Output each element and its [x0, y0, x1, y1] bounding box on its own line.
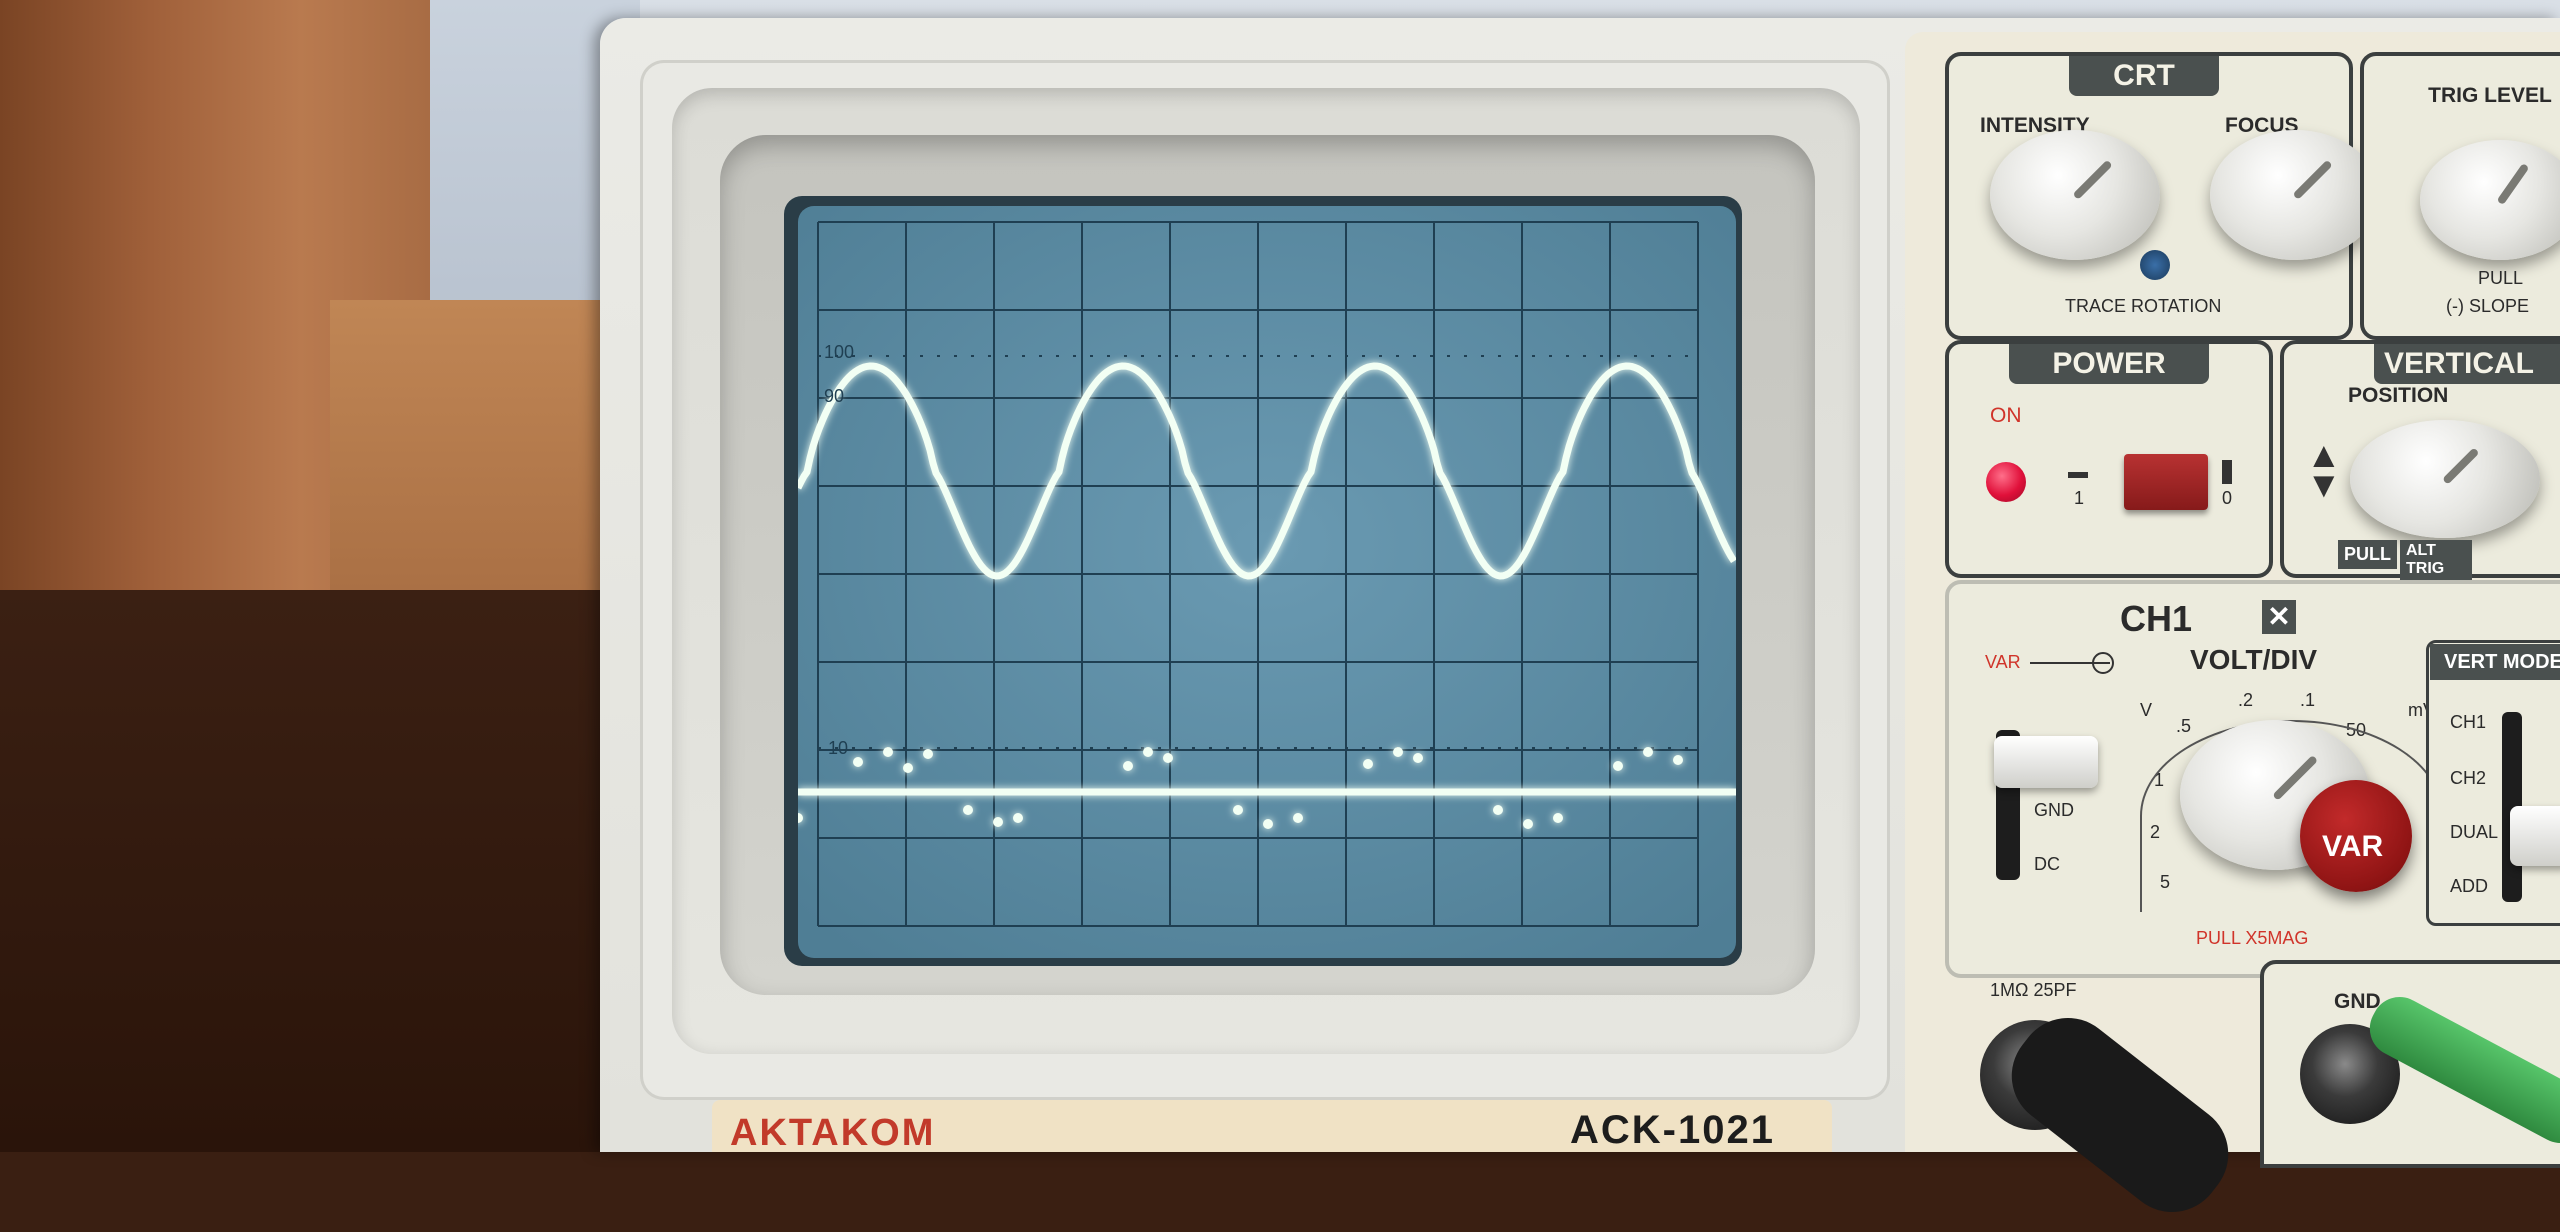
trace-dot	[903, 763, 913, 773]
model-name: ACK-1021	[1570, 1108, 1775, 1152]
brand-strip	[712, 1100, 1832, 1152]
power-symbol-1: 1	[2074, 488, 2085, 508]
intensity-knob[interactable]	[1990, 130, 2160, 260]
trace-dot	[1143, 747, 1153, 757]
brand-logo: AKTAKOM	[730, 1112, 936, 1154]
volt-div-label: VOLT/DIV	[2190, 644, 2318, 675]
trig-slope-label: (-) SLOPE	[2446, 296, 2530, 316]
coupling-gnd-label: GND	[2034, 800, 2074, 820]
power-section: POWER	[1945, 340, 2273, 578]
vert-mode-ch2: CH2	[2450, 768, 2487, 788]
power-button[interactable]	[2124, 454, 2208, 510]
trace-dot	[963, 805, 973, 815]
graticule-label-90: 90	[824, 386, 844, 406]
alt-trig-label: ALT TRIG	[2400, 540, 2472, 580]
power-title: POWER	[2009, 344, 2209, 384]
trace-dot	[1643, 747, 1653, 757]
graticule-label-10: 10	[828, 738, 848, 758]
trace-dot	[1553, 813, 1563, 823]
trace-dot	[923, 749, 933, 759]
screen-background	[798, 206, 1736, 958]
trace-dot	[1493, 805, 1503, 815]
scale-label-2: .1	[2300, 690, 2316, 710]
vert-mode-section	[2426, 640, 2560, 926]
trace-dot	[1263, 819, 1273, 829]
focus-knob[interactable]	[2210, 130, 2380, 260]
vertical-pull-label: PULL	[2338, 540, 2397, 569]
coupling-dc-label: DC	[2034, 854, 2060, 874]
position-arrows-icon: ▲ ▼	[2306, 434, 2342, 505]
vertical-title: VERTICAL	[2374, 344, 2560, 384]
scale-label-0: .5	[2176, 716, 2192, 736]
trace-dot	[1673, 755, 1683, 765]
trace-dot	[853, 757, 863, 767]
trace-rotation-label: TRACE ROTATION	[2065, 296, 2222, 316]
position-label: POSITION	[2348, 384, 2449, 407]
var-circle-icon	[2092, 652, 2114, 674]
var-knob-label: VAR	[2322, 830, 2384, 863]
trace-dot	[1393, 747, 1403, 757]
vert-mode-ch1: CH1	[2450, 712, 2487, 732]
pull-x5mag-label: PULL X5MAG	[2196, 928, 2309, 948]
var-indicator-label: VAR	[1985, 652, 2021, 672]
trace-dot	[1013, 813, 1023, 823]
ch1-position-knob[interactable]	[2350, 420, 2540, 538]
trace-dot	[1163, 753, 1173, 763]
trig-level-label: TRIG LEVEL	[2428, 84, 2552, 107]
trace-dot	[993, 817, 1003, 827]
upper-waveform-trace	[798, 362, 1736, 580]
gnd-terminal-label: GND	[2334, 990, 2381, 1013]
oscilloscope-screen: 100 90 10	[798, 206, 1736, 958]
wooden-panel	[330, 300, 630, 620]
trace-rotation-screw-icon[interactable]	[2140, 250, 2170, 280]
dark-table	[0, 590, 640, 1152]
var-line	[2030, 662, 2110, 664]
ch1-x-icon: ✕	[2262, 600, 2296, 634]
scale-label-1: .2	[2238, 690, 2254, 710]
trace-dot	[1363, 759, 1373, 769]
coupling-switch[interactable]	[1994, 736, 2098, 788]
vert-mode-switch[interactable]	[2510, 806, 2560, 866]
trace-dot	[1523, 819, 1533, 829]
ch1-title: CH1	[2120, 598, 2193, 639]
trace-dot	[883, 747, 893, 757]
vert-mode-add: ADD	[2450, 876, 2489, 896]
vert-mode-title: VERT MODE	[2430, 644, 2560, 680]
power-indicator-led	[1986, 462, 2026, 502]
input-impedance-label: 1MΩ 25PF	[1990, 980, 2077, 1000]
vert-mode-dual: DUAL	[2450, 822, 2499, 842]
volt-div-v-label: V	[2140, 700, 2153, 720]
power-on-mark-icon	[2222, 460, 2232, 484]
trace-dot	[1293, 813, 1303, 823]
trace-dot	[1613, 761, 1623, 771]
graticule-label-100: 100	[824, 342, 854, 362]
trace-dot	[1123, 761, 1133, 771]
trig-pull-label: PULL	[2478, 268, 2524, 288]
power-symbol-0: 0	[2222, 488, 2233, 508]
waveform-traces	[798, 362, 1736, 829]
power-on-label: ON	[1990, 404, 2022, 427]
var-knob[interactable]	[2300, 780, 2412, 892]
trig-level-knob[interactable]	[2420, 140, 2560, 260]
crt-title: CRT	[2069, 56, 2219, 96]
power-off-mark-icon	[2068, 472, 2088, 478]
trace-dot	[1233, 805, 1243, 815]
trace-dot	[798, 813, 803, 823]
trace-dot	[1413, 753, 1423, 763]
